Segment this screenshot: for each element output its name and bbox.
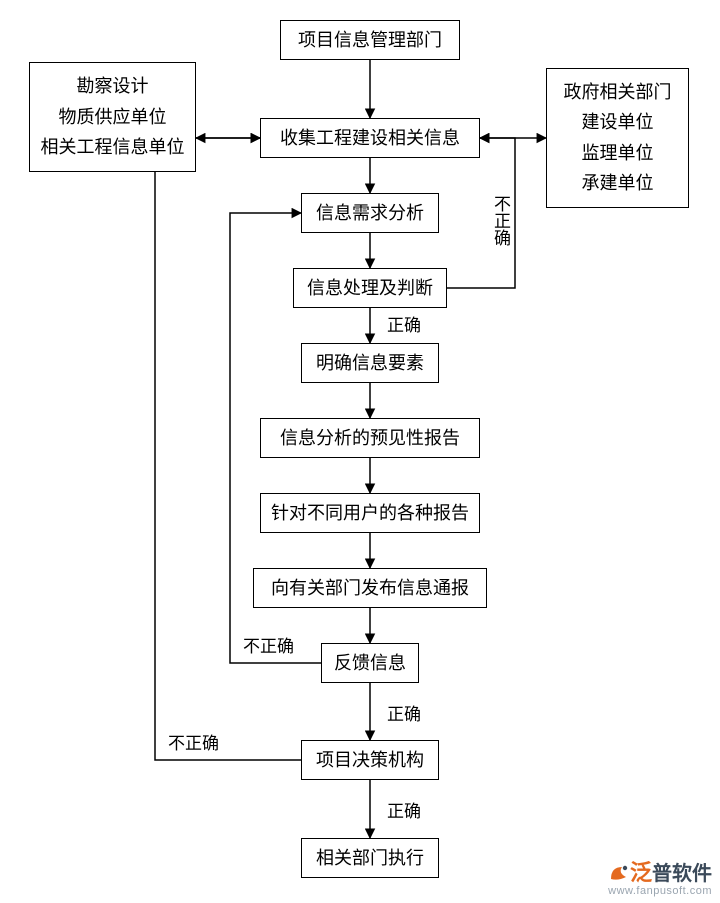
node-feedback: 反馈信息 <box>321 643 419 683</box>
side-line: 监理单位 <box>582 139 654 168</box>
side-line: 勘察设计 <box>77 72 149 101</box>
node-label: 反馈信息 <box>334 650 406 677</box>
node-decision: 项目决策机构 <box>301 740 439 780</box>
node-label: 信息需求分析 <box>316 200 424 227</box>
side-line: 物质供应单位 <box>59 103 167 132</box>
side-line: 建设单位 <box>582 108 654 137</box>
node-judge: 信息处理及判断 <box>293 268 447 308</box>
node-report2: 针对不同用户的各种报告 <box>260 493 480 533</box>
watermark: 泛普软件 www.fanpusoft.com <box>608 861 712 897</box>
watermark-rest: 普软件 <box>652 863 712 885</box>
side-line: 政府相关部门 <box>564 78 672 107</box>
node-label: 收集工程建设相关信息 <box>280 125 460 152</box>
side-node-left: 勘察设计 物质供应单位 相关工程信息单位 <box>29 62 196 172</box>
logo-icon <box>608 863 630 883</box>
edge-label-incorrect1: 不正确 <box>488 195 513 246</box>
node-publish: 向有关部门发布信息通报 <box>253 568 487 608</box>
edge-label-correct2: 正确 <box>387 700 421 725</box>
node-execute: 相关部门执行 <box>301 838 439 878</box>
side-line: 承建单位 <box>582 169 654 198</box>
node-top: 项目信息管理部门 <box>280 20 460 60</box>
node-report1: 信息分析的预见性报告 <box>260 418 480 458</box>
node-demand: 信息需求分析 <box>301 193 439 233</box>
edge-label-correct1: 正确 <box>387 311 421 336</box>
edge-label-incorrect2: 不正确 <box>243 632 294 657</box>
watermark-url: www.fanpusoft.com <box>608 885 712 897</box>
node-label: 针对不同用户的各种报告 <box>271 500 469 527</box>
node-element: 明确信息要素 <box>301 343 439 383</box>
node-label: 明确信息要素 <box>316 350 424 377</box>
node-label: 信息处理及判断 <box>307 275 433 302</box>
watermark-brand: 泛普软件 <box>608 861 712 885</box>
node-label: 信息分析的预见性报告 <box>280 425 460 452</box>
side-node-right: 政府相关部门 建设单位 监理单位 承建单位 <box>546 68 689 208</box>
node-label: 相关部门执行 <box>316 845 424 872</box>
side-line: 相关工程信息单位 <box>41 133 185 162</box>
node-collect: 收集工程建设相关信息 <box>260 118 480 158</box>
watermark-emph: 泛 <box>630 860 652 885</box>
node-label: 项目信息管理部门 <box>298 27 442 54</box>
edge-label-incorrect3: 不正确 <box>168 729 219 754</box>
edge-label-correct3: 正确 <box>387 797 421 822</box>
node-label: 项目决策机构 <box>316 747 424 774</box>
node-label: 向有关部门发布信息通报 <box>271 575 469 602</box>
